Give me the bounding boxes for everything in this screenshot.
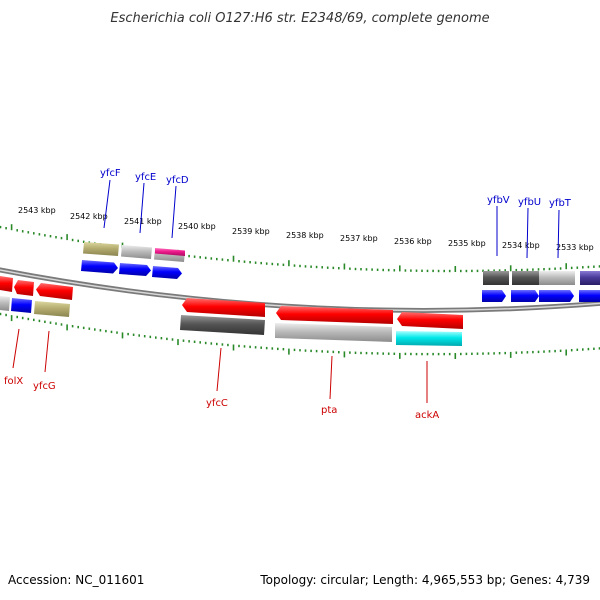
- gene-box[interactable]: [580, 271, 600, 285]
- leader-line: [139, 182, 145, 234]
- tick-label: 2537 kbp: [340, 234, 378, 243]
- gene-box[interactable]: [396, 331, 462, 346]
- gene-arrow[interactable]: [511, 290, 539, 302]
- gene-box[interactable]: [155, 248, 185, 256]
- accession-text: Accession: NC_011601: [8, 573, 145, 587]
- leader-line: [329, 355, 333, 400]
- topology-text: Topology: circular; Length: 4,965,553 bp…: [260, 573, 590, 587]
- gene-labels-top: yfcF yfcE yfcD yfbV yfbU yfbT: [100, 168, 572, 209]
- gene-box[interactable]: [512, 271, 539, 285]
- gene-box[interactable]: [483, 271, 509, 285]
- gene-box[interactable]: [0, 296, 10, 311]
- leader-line: [557, 209, 560, 259]
- gene-box[interactable]: [121, 245, 152, 259]
- track-forward-genes: [83, 242, 600, 285]
- ruler-inner: [0, 312, 600, 359]
- gene-box[interactable]: [180, 315, 265, 335]
- gene-box[interactable]: [83, 242, 119, 256]
- leader-line: [12, 328, 20, 369]
- leader-line: [526, 207, 529, 259]
- tick-labels: 2543 kbp 2542 kbp 2541 kbp 2540 kbp 2539…: [18, 206, 594, 252]
- tick-label: 2542 kbp: [70, 212, 108, 221]
- gene-box[interactable]: [275, 323, 392, 342]
- genome-backbone-highlight: [0, 269, 600, 312]
- gene-arrow[interactable]: [81, 260, 118, 274]
- track-forward-cds: [81, 260, 600, 302]
- tick-label: 2536 kbp: [394, 237, 432, 246]
- tick-label: 2543 kbp: [18, 206, 56, 215]
- tick-label: 2539 kbp: [232, 227, 270, 236]
- genome-title: Escherichia coli O127:H6 str. E2348/69, …: [110, 11, 489, 26]
- gene-label[interactable]: yfcD: [166, 175, 189, 186]
- gene-label[interactable]: yfcG: [33, 381, 56, 392]
- gene-label[interactable]: yfbT: [549, 198, 572, 209]
- gene-label[interactable]: yfcC: [206, 398, 228, 409]
- gene-arrow[interactable]: [182, 298, 265, 317]
- tick-label: 2538 kbp: [286, 231, 324, 240]
- leader-line: [216, 347, 222, 392]
- leader-line: [44, 330, 50, 373]
- gene-box[interactable]: [11, 298, 32, 313]
- gene-label[interactable]: pta: [321, 405, 337, 416]
- gene-arrow[interactable]: [397, 312, 463, 329]
- gene-labels-bottom: folX yfcG yfcC pta ackA: [4, 376, 439, 421]
- genome-backbone: [0, 267, 600, 313]
- gene-arrow[interactable]: [276, 306, 393, 324]
- gene-arrow[interactable]: [152, 266, 182, 279]
- gene-label[interactable]: yfbV: [487, 195, 510, 206]
- leader-lines: [12, 179, 560, 403]
- gene-label[interactable]: folX: [4, 376, 23, 387]
- leader-line: [103, 179, 111, 229]
- tick-label: 2540 kbp: [178, 222, 216, 231]
- gene-label[interactable]: yfcE: [135, 172, 156, 183]
- gene-arrow[interactable]: [0, 276, 13, 292]
- gene-label[interactable]: yfbU: [518, 197, 541, 208]
- tick-label: 2535 kbp: [448, 239, 486, 248]
- gene-arrow[interactable]: [539, 290, 574, 302]
- track-reverse-genes: [0, 296, 462, 346]
- gene-arrow[interactable]: [482, 290, 506, 302]
- track-reverse-cds: [0, 276, 463, 329]
- gene-arrow[interactable]: [14, 280, 34, 296]
- gene-arrow[interactable]: [36, 283, 73, 300]
- gene-box[interactable]: [539, 271, 575, 285]
- tick-label: 2541 kbp: [124, 217, 162, 226]
- leader-line: [171, 185, 177, 239]
- tick-label: 2534 kbp: [502, 241, 540, 250]
- gene-arrow[interactable]: [119, 263, 151, 276]
- gene-label[interactable]: ackA: [415, 410, 439, 421]
- gene-box[interactable]: [34, 301, 70, 317]
- gene-arrow[interactable]: [579, 290, 600, 302]
- gene-label[interactable]: yfcF: [100, 168, 121, 179]
- tick-label: 2533 kbp: [556, 243, 594, 252]
